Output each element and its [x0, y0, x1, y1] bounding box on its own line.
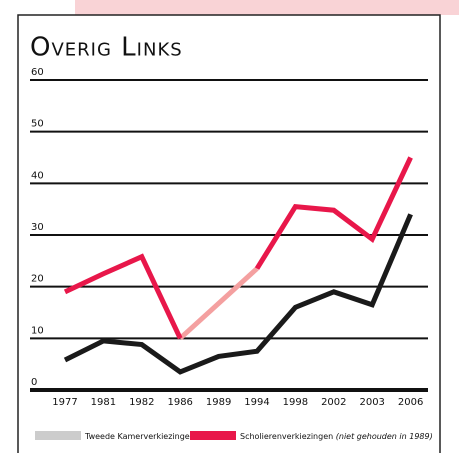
x-tick-label: 1989: [206, 397, 231, 408]
legend-label: Scholierenverkiezingen (niet gehouden in…: [240, 432, 433, 441]
x-tick-label: 1977: [52, 397, 77, 408]
series-line: [63, 213, 413, 375]
x-tick-label: 1986: [167, 397, 192, 408]
x-tick-label: 2003: [359, 397, 384, 408]
legend-note: (niet gehouden in 1989): [336, 432, 433, 441]
x-tick-label: 1994: [244, 397, 269, 408]
y-tick-label: 10: [31, 325, 44, 336]
y-tick-label: 0: [31, 377, 37, 388]
y-tick-label: 40: [31, 170, 44, 181]
gap-bridge: [178, 266, 259, 341]
y-tick-label: 30: [31, 222, 44, 233]
legend-name: Scholierenverkiezingen: [240, 432, 333, 441]
y-tick-label: 50: [31, 119, 44, 130]
x-tick-label: 2002: [321, 397, 346, 408]
chart-title: Overig Links: [30, 33, 183, 63]
x-tick-label: 1982: [129, 397, 154, 408]
y-tick-label: 20: [31, 274, 44, 285]
x-tick-label: 2006: [398, 397, 423, 408]
legend-swatch: [190, 431, 236, 440]
series-line: [63, 156, 413, 340]
x-tick-label: 1981: [91, 397, 116, 408]
legend-swatch: [35, 431, 81, 440]
top-band: [75, 0, 459, 15]
legend-label: Tweede Kamerverkiezingen: [84, 432, 195, 441]
x-tick-label: 1998: [283, 397, 308, 408]
y-tick-label: 60: [31, 67, 44, 78]
legend-name: Tweede Kamerverkiezingen: [84, 432, 195, 441]
